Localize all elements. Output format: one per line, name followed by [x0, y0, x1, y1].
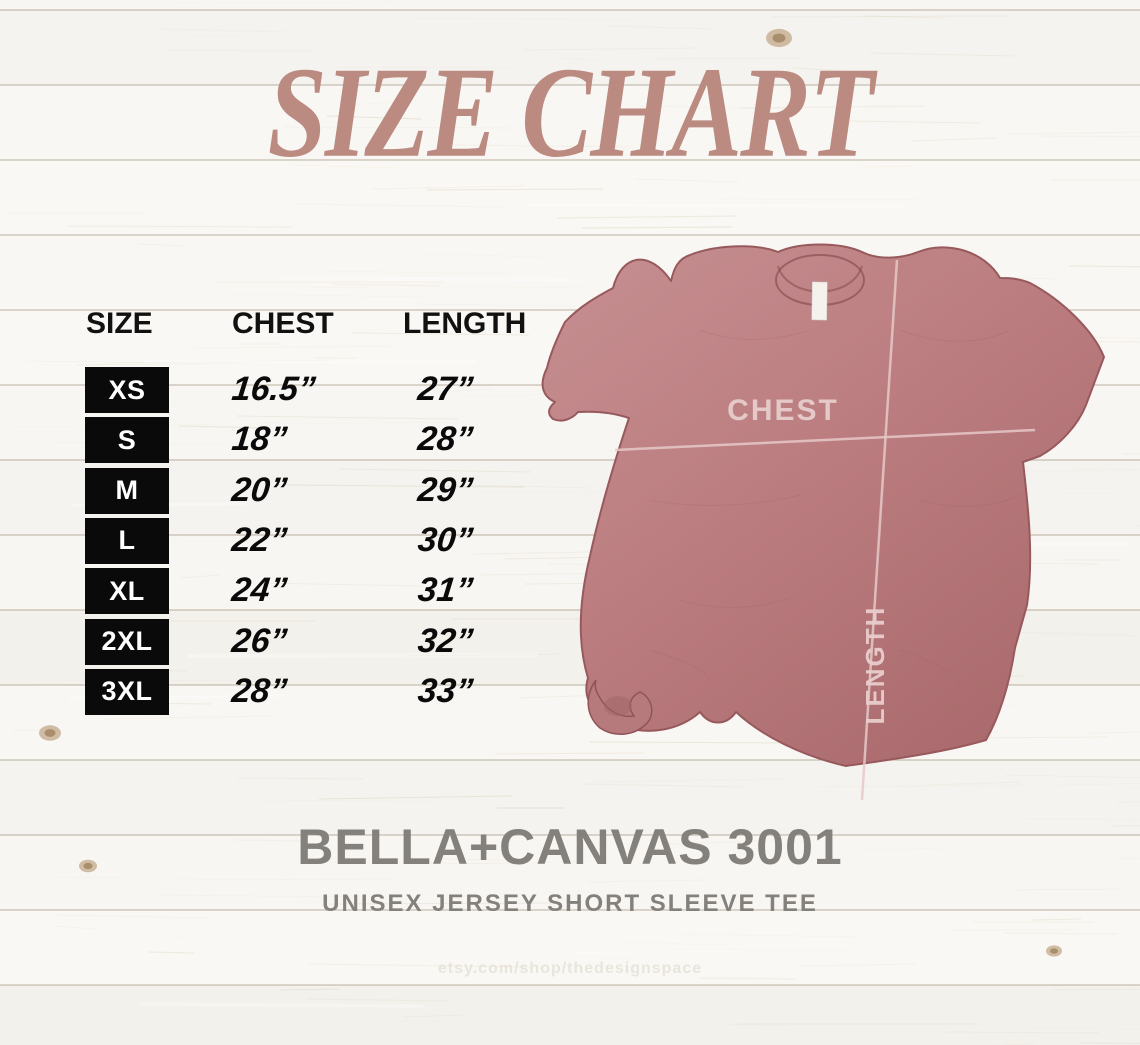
- svg-text:LENGTH: LENGTH: [860, 606, 890, 725]
- svg-text:CHEST: CHEST: [727, 394, 839, 427]
